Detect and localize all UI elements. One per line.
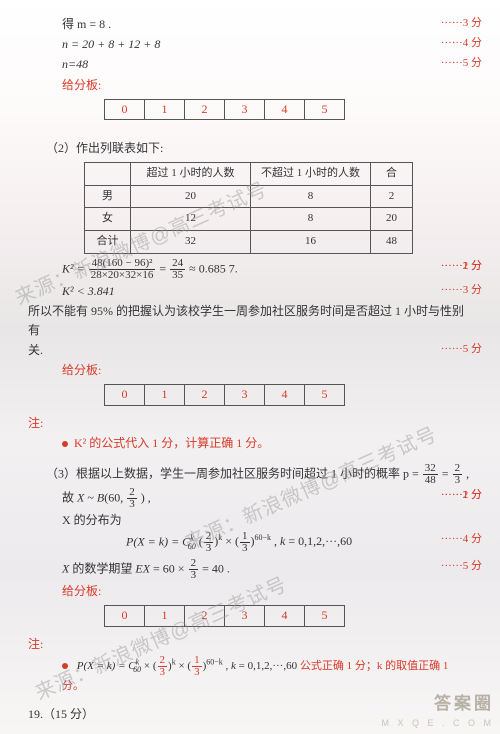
frac-d: 3 (453, 475, 463, 486)
ex-line: X 的数学期望 EX = 60 × 23 = 40 . ······5 分 (28, 558, 472, 581)
td: 8 (251, 185, 371, 208)
grade-cell: 5 (305, 99, 345, 119)
td: 32 (131, 230, 251, 253)
score: ······5 分 (441, 55, 482, 73)
text: （3）根据以上数据，学生一周参加社区服务时间超过 1 小时的概率 p = (46, 466, 422, 480)
grade-cell: 4 (265, 385, 305, 405)
grade-cell: 2 (185, 99, 225, 119)
part2-title: （2）作出列联表如下: (28, 139, 472, 158)
text: 得 m = 8 . (62, 17, 111, 31)
grade-cell: 5 (305, 606, 345, 626)
note2-line: P(X = k) = Ck60 × (23)k × (13)60−k , k =… (28, 655, 472, 696)
frac-d: 28×20×32×16 (89, 270, 156, 281)
td: 12 (131, 208, 251, 231)
text: n=48 (62, 57, 88, 71)
note-line: K² 的公式代入 1 分，计算正确 1 分。 (28, 434, 472, 453)
frac-d: 35 (170, 270, 185, 281)
footer-logo: 答案圈 M X Q E . C O M (381, 690, 494, 730)
grade-cell: 3 (225, 385, 265, 405)
sub: 60 (188, 542, 196, 551)
grade-cell: 2 (185, 606, 225, 626)
grade-cell: 0 (105, 606, 145, 626)
note-label: 注: (28, 414, 472, 433)
th: 不超过 1 小时的人数 (251, 163, 371, 186)
score: ······2 分 (441, 487, 482, 505)
grade-cell: 4 (265, 606, 305, 626)
grade-cell: 3 (225, 99, 265, 119)
td: 2 (371, 185, 413, 208)
bullet-icon (62, 663, 68, 669)
grade-cell: 1 (145, 99, 185, 119)
text: K² 的公式代入 1 分，计算正确 1 分。 (74, 436, 269, 450)
grade-table-2: 0 1 2 3 4 5 (104, 384, 345, 405)
th: 超过 1 小时的人数 (131, 163, 251, 186)
text: K² < 3.841 (62, 284, 115, 298)
grade-table-1: 0 1 2 3 4 5 (104, 99, 345, 120)
td: 16 (251, 230, 371, 253)
score: ······5 分 (441, 558, 482, 576)
th: 合 (371, 163, 413, 186)
frac-n: 2 (158, 655, 168, 667)
frac-n: 1 (192, 655, 202, 667)
th (85, 163, 131, 186)
td: 20 (371, 208, 413, 231)
grade-cell: 2 (185, 385, 225, 405)
frac-d: 3 (189, 570, 199, 581)
td: 女 (85, 208, 131, 231)
grade-label: 给分板: (28, 582, 472, 601)
td: 48 (371, 230, 413, 253)
text: 关. (28, 343, 43, 357)
bullet-icon (62, 441, 68, 447)
frac-d: 3 (192, 667, 202, 678)
grade-label: 给分板: (28, 361, 472, 380)
contingency-table: 超过 1 小时的人数 不超过 1 小时的人数 合 男 20 8 2 女 12 8… (84, 162, 413, 253)
grade-cell: 4 (265, 99, 305, 119)
grade-label: 给分板: (28, 76, 472, 95)
footer-cn: 答案圈 (381, 690, 494, 717)
td: 男 (85, 185, 131, 208)
frac-d: 3 (158, 667, 168, 678)
grade-table-3: 0 1 2 3 4 5 (104, 605, 345, 626)
pxk-line: P(X = k) = Ck60 (23)k × (13)60−k , k = 0… (28, 531, 472, 554)
frac-d: 48 (423, 475, 438, 486)
score: ······5 分 (441, 341, 482, 359)
score: ······3 分 (441, 282, 482, 300)
dist-label: X 的分布为 (28, 511, 472, 530)
approx: ≈ 0.685 7. (189, 261, 238, 275)
conclusion: 所以不能有 95% 的把握认为该校学生一周参加社区服务时间是否超过 1 小时与性… (28, 302, 472, 340)
score: ······2 分 (441, 258, 482, 276)
grade-cell: 1 (145, 606, 185, 626)
text: n = 20 + 8 + 12 + 8 (62, 37, 160, 51)
frac-d: 3 (204, 543, 214, 554)
sub: 60 (133, 665, 141, 674)
frac-d: 3 (127, 499, 137, 510)
klt-line: K² < 3.841······3 分 (28, 282, 472, 301)
xb-line: 故 X ~ B(60, 23 ) , ······2 分 (28, 487, 472, 510)
grade-cell: 1 (145, 385, 185, 405)
score: ······4 分 (441, 531, 482, 549)
td: 8 (251, 208, 371, 231)
frac-n: 48(160 − 96)² (89, 258, 156, 270)
frac-d: 3 (240, 543, 250, 554)
score: ······4 分 (441, 35, 482, 53)
grade-cell: 3 (225, 606, 265, 626)
td: 合计 (85, 230, 131, 253)
grade-cell: 0 (105, 99, 145, 119)
part3-title: （3）根据以上数据，学生一周参加社区服务时间超过 1 小时的概率 p = 324… (28, 463, 472, 486)
grade-cell: 0 (105, 385, 145, 405)
grade-cell: 5 (305, 385, 345, 405)
k2-line: K² = 48(160 − 96)²28×20×32×16 = 2435 ≈ 0… (28, 258, 472, 281)
footer-en: M X Q E . C O M (381, 716, 494, 730)
score: ······3 分 (441, 15, 482, 33)
td: 20 (131, 185, 251, 208)
conclusion2: 关.······5 分 (28, 341, 472, 360)
note-label: 注: (28, 635, 472, 654)
frac-n: 24 (170, 258, 185, 270)
